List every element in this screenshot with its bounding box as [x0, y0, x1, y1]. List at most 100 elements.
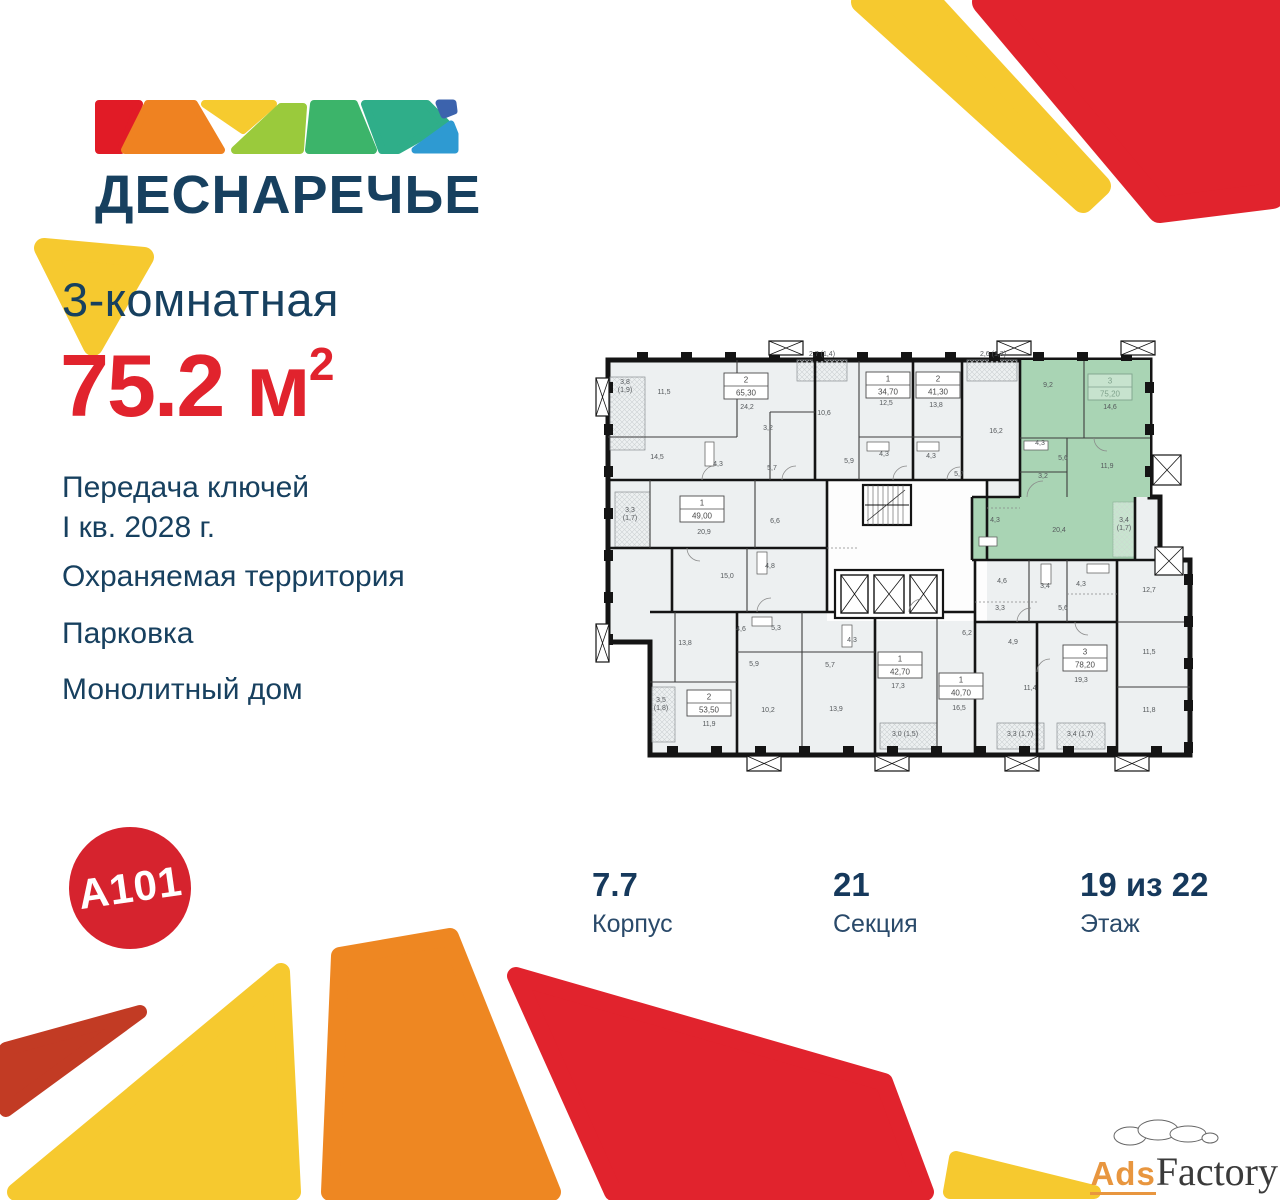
svg-text:2: 2 [707, 693, 712, 702]
handover-line2: I кв. 2028 г. [62, 510, 216, 544]
svg-text:53,50: 53,50 [699, 706, 720, 715]
staircase [861, 483, 913, 527]
developer-logo-text: A101 [74, 856, 185, 919]
area-unit: м [245, 336, 311, 435]
svg-text:4,3: 4,3 [1076, 581, 1086, 588]
svg-text:13,8: 13,8 [678, 640, 692, 647]
watermark-smoke-icon [1113, 1119, 1219, 1146]
decor-yellow-big [7, 963, 301, 1200]
svg-text:4,6: 4,6 [736, 626, 746, 633]
svg-text:6,2: 6,2 [962, 630, 972, 637]
highlighted-apartment [972, 360, 1150, 560]
svg-text:3: 3 [1108, 377, 1113, 386]
area-superscript: 2 [308, 337, 335, 390]
svg-text:41,30: 41,30 [928, 388, 949, 397]
watermark-ads: Ads [1090, 1155, 1156, 1195]
svg-text:4,6: 4,6 [997, 578, 1007, 585]
floor-plan: 2 65,30 1 34,70 2 41,30 3 75,20 1 49,00 2 53,50 1 42,… [595, 340, 1193, 772]
svg-text:11,8: 11,8 [1142, 707, 1155, 714]
svg-text:34,70: 34,70 [878, 388, 899, 397]
svg-text:3,0 (1,5): 3,0 (1,5) [892, 731, 918, 738]
svg-text:16,2: 16,2 [989, 428, 1003, 435]
elevators [833, 568, 945, 620]
svg-text:14,6: 14,6 [1103, 404, 1117, 411]
developer-logo: A101 [69, 827, 191, 949]
svg-text:5,7: 5,7 [825, 662, 835, 669]
svg-text:4,3: 4,3 [847, 637, 857, 644]
svg-text:15,0: 15,0 [720, 573, 734, 580]
svg-text:17,3: 17,3 [891, 683, 905, 690]
svg-text:2: 2 [936, 375, 941, 384]
svg-text:4,3: 4,3 [990, 517, 1000, 524]
svg-text:3,5(1,8): 3,5 (1,8) [654, 697, 668, 712]
feature-parking: Парковка [62, 617, 194, 650]
svg-text:4,3: 4,3 [1035, 440, 1045, 447]
svg-text:4,3: 4,3 [713, 461, 723, 468]
svg-text:5,9: 5,9 [749, 661, 759, 668]
project-logo-text: ДЕСНАРЕЧЬЕ [95, 165, 482, 225]
svg-text:11,5: 11,5 [657, 389, 670, 396]
svg-text:12,5: 12,5 [879, 400, 893, 407]
area-value: 75.2 м2 [60, 341, 334, 430]
watermark-factory: Factory [1155, 1149, 1278, 1194]
project-logo-mosaic-icon [95, 99, 459, 154]
svg-text:24,2: 24,2 [740, 404, 754, 411]
svg-text:5,7: 5,7 [954, 471, 964, 478]
handover-line1: Передача ключей [62, 471, 310, 504]
svg-text:4,8: 4,8 [765, 563, 775, 570]
svg-text:5,9: 5,9 [844, 458, 854, 465]
svg-text:5,7: 5,7 [767, 465, 777, 472]
svg-text:3,2: 3,2 [763, 425, 773, 432]
svg-text:5,6: 5,6 [1058, 605, 1068, 612]
svg-text:42,70: 42,70 [890, 668, 911, 677]
decor-red-corner [972, 0, 1280, 223]
svg-text:3,4: 3,4 [1040, 583, 1050, 590]
svg-text:4,9: 4,9 [1008, 639, 1018, 646]
decor-yellow-ray [851, 0, 1111, 213]
feature-monolithic: Монолитный дом [62, 673, 303, 706]
svg-text:3,3 (1,7): 3,3 (1,7) [1007, 731, 1033, 738]
unit-labels: 2 65,30 1 34,70 2 41,30 3 75,20 1 49,00 2 53,50 1 42,… [679, 371, 1133, 717]
svg-text:20,9: 20,9 [697, 529, 711, 536]
feature-guarded-territory: Охраняемая территория [62, 560, 405, 593]
decor-orange-big [321, 928, 561, 1200]
decor-brick-wedge [0, 1005, 147, 1117]
rooms-title: 3-комнатная [62, 273, 339, 326]
svg-text:10,6: 10,6 [817, 410, 831, 417]
stat-floor-value: 19 из 22 [1080, 866, 1209, 903]
svg-text:11,9: 11,9 [702, 721, 715, 728]
stat-building: 7.7 Корпус [592, 866, 673, 939]
svg-text:49,00: 49,00 [692, 512, 713, 521]
svg-text:5,6: 5,6 [1058, 455, 1068, 462]
adsfactory-watermark: AdsFactory [1018, 1114, 1278, 1195]
svg-text:2: 2 [744, 376, 749, 385]
svg-text:2,6 (1,3): 2,6 (1,3) [980, 351, 1006, 358]
svg-text:10,2: 10,2 [761, 707, 775, 714]
svg-text:1: 1 [700, 499, 705, 508]
svg-text:78,20: 78,20 [1075, 661, 1096, 670]
svg-text:3: 3 [1083, 648, 1088, 657]
svg-text:1: 1 [898, 655, 903, 664]
svg-text:4,3: 4,3 [879, 451, 889, 458]
room-area-labels: 3,8 (1,9) 11,5 24,2 3,2 2,7 (1,4) 10,6 12,5 13,8… [618, 351, 1156, 738]
svg-text:5,3: 5,3 [771, 625, 781, 632]
svg-text:16,5: 16,5 [952, 705, 966, 712]
svg-text:3,4 (1,7): 3,4 (1,7) [1067, 731, 1093, 738]
svg-text:3,8(1,9): 3,8 (1,9) [618, 379, 632, 394]
stat-section-value: 21 [833, 866, 870, 903]
svg-text:3,3: 3,3 [995, 605, 1005, 612]
svg-text:19,3: 19,3 [1074, 677, 1088, 684]
svg-text:11,9: 11,9 [1100, 463, 1113, 470]
stat-section: 21 Секция [833, 866, 918, 939]
svg-text:14,5: 14,5 [650, 454, 664, 461]
svg-text:13,8: 13,8 [929, 402, 943, 409]
stat-floor: 19 из 22 Этаж [1080, 866, 1208, 939]
svg-text:9,2: 9,2 [1043, 382, 1053, 389]
svg-text:4,3: 4,3 [926, 453, 936, 460]
svg-text:65,30: 65,30 [736, 389, 757, 398]
svg-text:3,4(1,7): 3,4 (1,7) [1117, 517, 1131, 532]
svg-text:11,5: 11,5 [1142, 649, 1155, 656]
svg-text:6,6: 6,6 [770, 518, 780, 525]
svg-text:11,4: 11,4 [1023, 685, 1036, 692]
svg-text:1: 1 [886, 375, 891, 384]
